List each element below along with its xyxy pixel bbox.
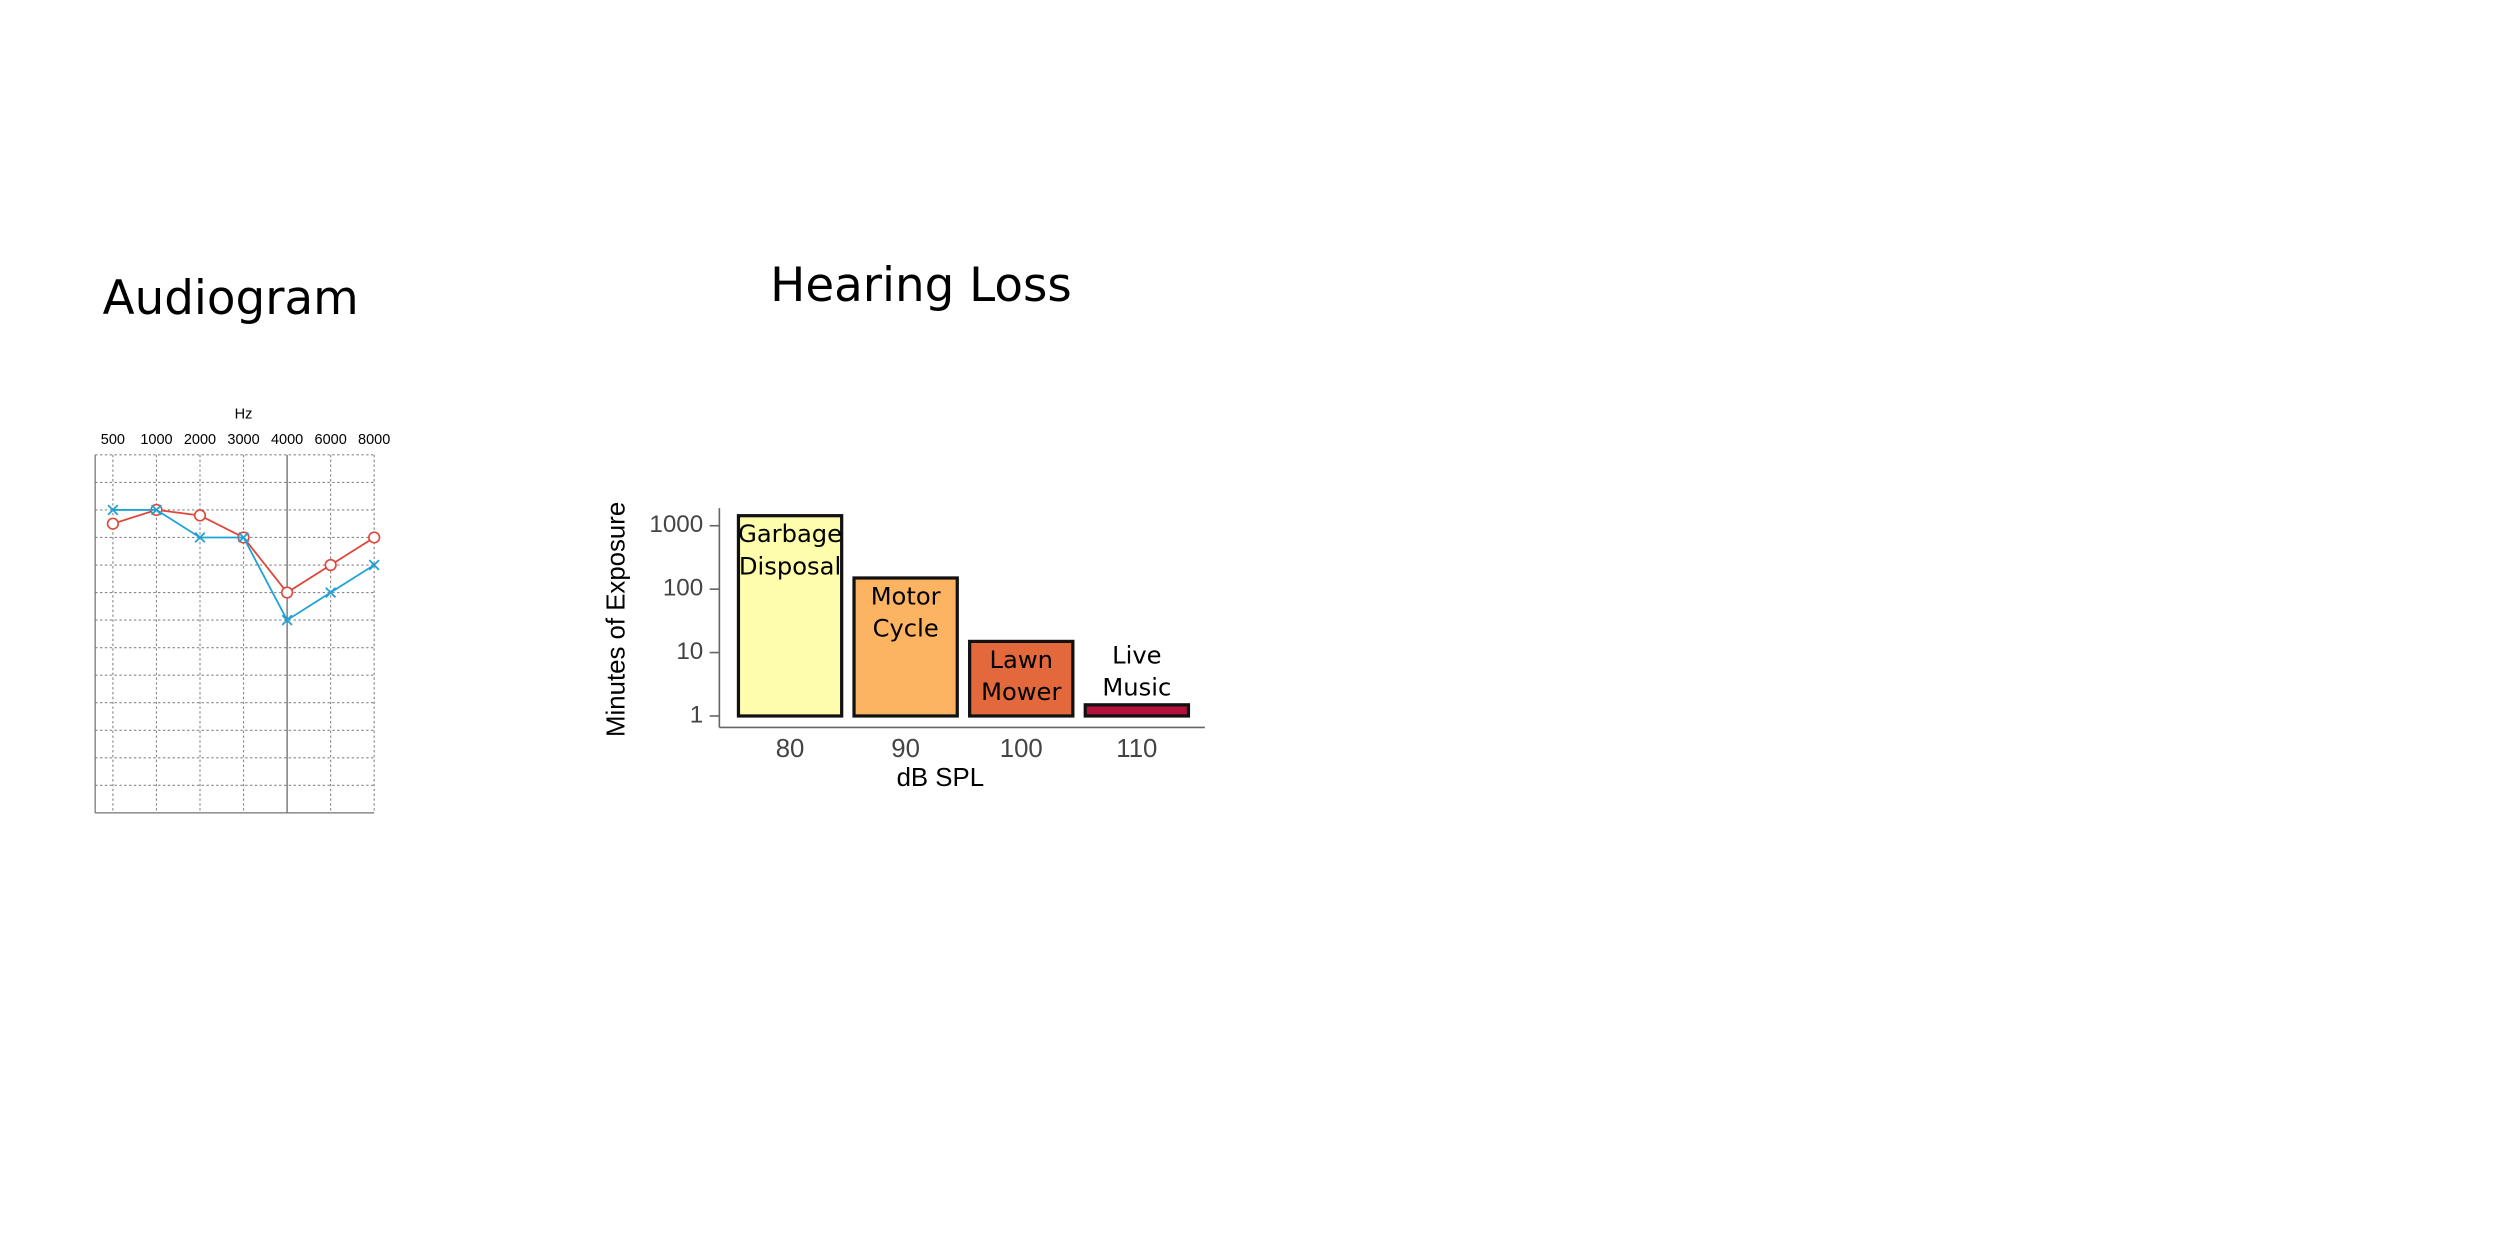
chart-title: Audiogram [103, 272, 359, 326]
x-tick-label: 4000 [271, 432, 303, 448]
marker [238, 532, 250, 543]
marker [324, 558, 337, 572]
y-tick-label: 100 [663, 575, 703, 602]
marker [281, 614, 293, 626]
bar [852, 576, 959, 718]
y-tick-label: 1000 [649, 511, 703, 538]
bar [1083, 703, 1191, 718]
x-tick-label: 8000 [358, 432, 390, 448]
bar-label: Cycle [873, 615, 939, 643]
y-axis-label: Minutes of Exposure [603, 502, 631, 737]
marker [150, 504, 162, 516]
bar-label: Live [1112, 641, 1161, 669]
x-tick-label: 3000 [227, 432, 259, 448]
series-line [112, 509, 375, 594]
bar-label: Disposal [739, 552, 841, 580]
marker [368, 559, 380, 571]
x-tick-label: 80 [776, 735, 805, 763]
marker [107, 504, 119, 516]
bar-label: Garbage [738, 520, 842, 548]
bar-label: Motor [871, 582, 941, 610]
y-tick-label: 1 [690, 701, 703, 728]
marker [106, 517, 120, 530]
chart-title: Hearing Loss [770, 259, 1072, 313]
marker [325, 587, 337, 599]
x-axis-label: dB SPL [897, 764, 984, 792]
bar-label: Music [1102, 674, 1171, 702]
marker [194, 532, 206, 543]
y-tick-label: 10 [676, 638, 703, 665]
x-tick-label: 100 [1000, 735, 1043, 763]
marker [280, 586, 294, 599]
bar [968, 639, 1075, 718]
bar [736, 514, 844, 718]
bar-label: Lawn [990, 646, 1053, 674]
x-axis-label: Hz [235, 406, 253, 422]
bar-label: Mower [981, 678, 1061, 706]
x-tick-label: 500 [101, 432, 125, 448]
marker [193, 509, 207, 522]
x-tick-label: 90 [891, 735, 920, 763]
x-tick-label: 6000 [315, 432, 347, 448]
marker [368, 531, 381, 544]
x-tick-label: 1000 [140, 432, 172, 448]
x-tick-label: 2000 [184, 432, 216, 448]
x-tick-label: 110 [1116, 735, 1157, 763]
